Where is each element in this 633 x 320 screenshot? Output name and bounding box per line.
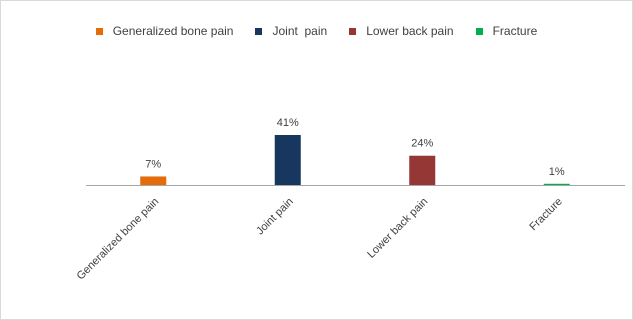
legend-label-joint-pain: Joint pain	[272, 24, 328, 38]
tick-labels-group: Generalized bone pain Joint pain Lower bac…	[75, 196, 565, 283]
data-label-joint-pain: 41%	[277, 117, 299, 129]
x-tick-label-lower-back-pain: Lower back pain	[365, 196, 430, 261]
legend-item-joint-pain: Joint pain	[255, 24, 327, 38]
data-label-lower-back-pain: 24%	[411, 138, 433, 150]
legend-label-lower-back-pain: Lower back pain	[366, 24, 454, 38]
x-tick-label-generalized-bone-pain: Generalized bone pain	[75, 196, 162, 283]
x-tick-label-fracture: Fracture	[527, 196, 564, 233]
legend-swatch-generalized-bone-pain	[95, 27, 103, 35]
data-label-generalized-bone-pain: 7%	[145, 158, 161, 170]
bars-group	[140, 135, 570, 185]
bar-joint-pain	[274, 135, 301, 185]
value-labels-group: 7% 41% 24% 1%	[145, 117, 565, 178]
legend-item-lower-back-pain: Lower back pain	[349, 24, 454, 38]
legend-swatch-joint-pain	[255, 27, 263, 35]
legend-label-generalized-bone-pain: Generalized bone pain	[112, 24, 234, 38]
legend-swatch-lower-back-pain	[349, 27, 357, 35]
chart-legend: Generalized bone pain Joint pain Lower b…	[0, 24, 633, 38]
bar-lower-back-pain	[409, 155, 436, 185]
bar-fracture	[543, 183, 570, 185]
data-label-fracture: 1%	[549, 166, 565, 178]
legend-item-fracture: Fracture	[475, 24, 538, 38]
legend-item-generalized-bone-pain: Generalized bone pain	[95, 24, 234, 38]
x-tick-label-joint-pain: Joint pain	[254, 196, 296, 238]
legend-label-fracture: Fracture	[492, 24, 538, 38]
legend-swatch-fracture	[475, 27, 483, 35]
bar-generalized-bone-pain	[140, 176, 167, 185]
